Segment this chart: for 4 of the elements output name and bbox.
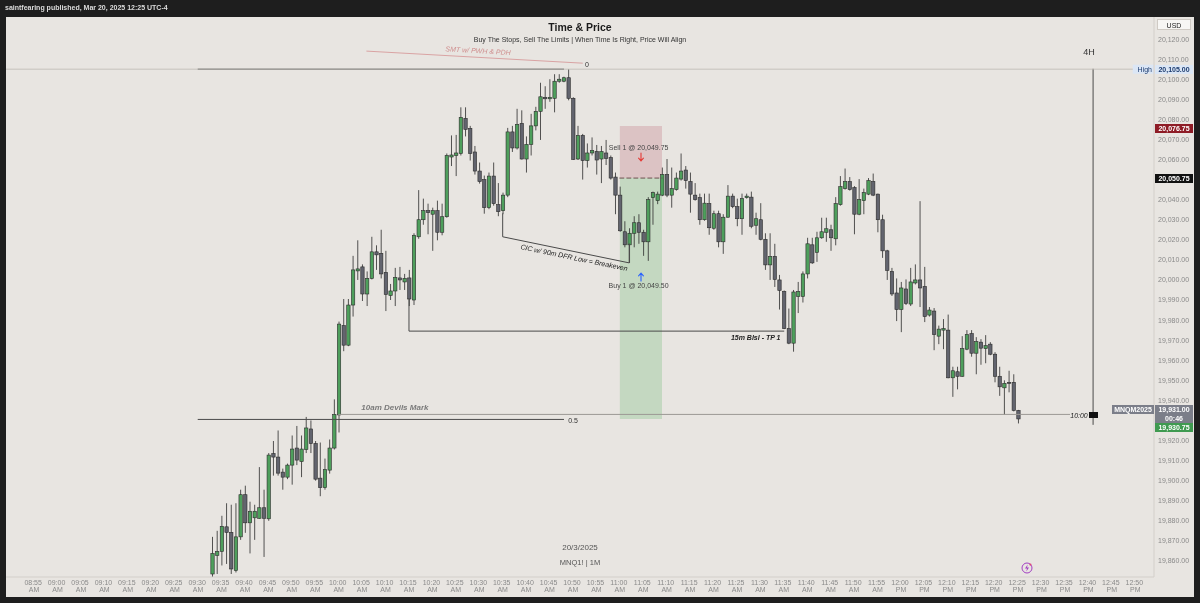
annotation: 4H [1083, 47, 1095, 58]
annotation: 20/3/2025 [562, 543, 598, 553]
annotation: 10am Devils Mark [361, 402, 429, 413]
chart-title: Time & Price [548, 21, 612, 33]
